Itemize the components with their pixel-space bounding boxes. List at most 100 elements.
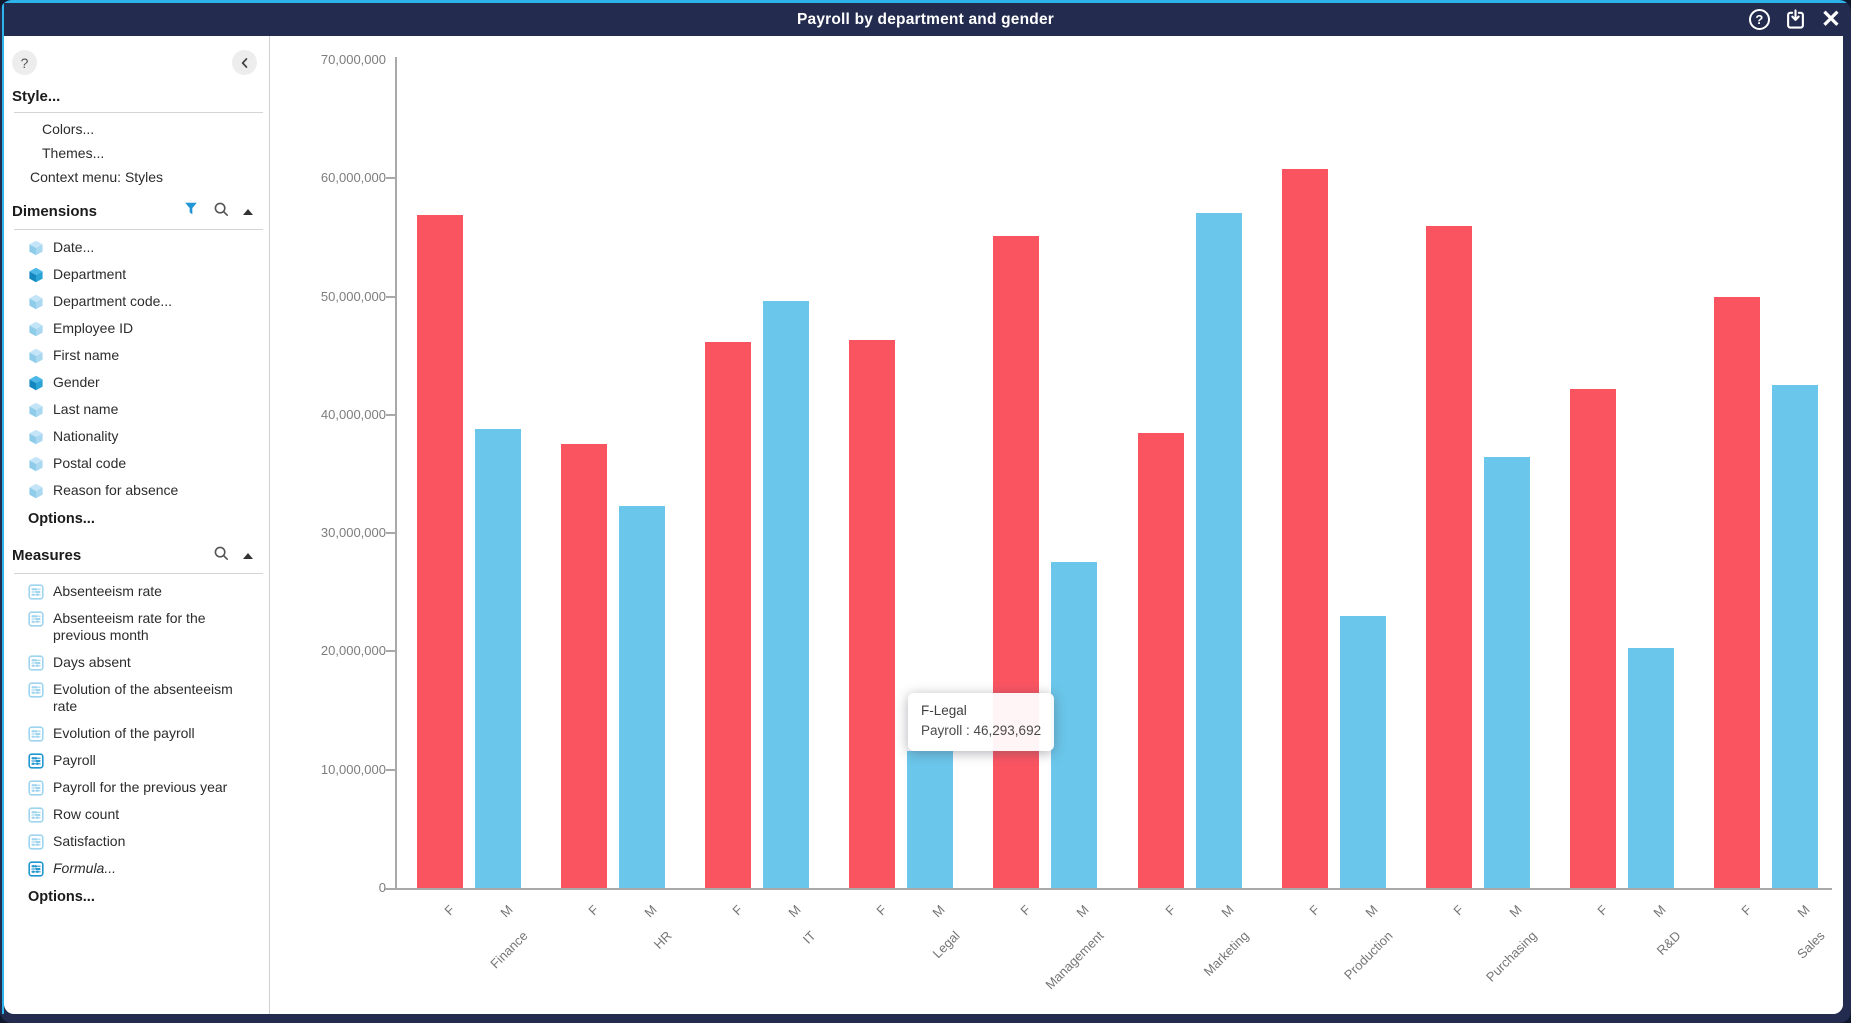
- window-accent-left: [2, 3, 4, 1014]
- search-icon[interactable]: [213, 545, 229, 566]
- x-group-label-management: Management: [1042, 928, 1107, 993]
- collapse-panel-icon[interactable]: [232, 50, 257, 75]
- close-icon[interactable]: ✕: [1820, 5, 1841, 33]
- x-label-f-r-d: F: [1594, 902, 1611, 919]
- cube-icon: [29, 267, 43, 283]
- cube-icon: [29, 429, 43, 445]
- dimension-item-nationality[interactable]: Nationality: [12, 423, 263, 450]
- bar-f-it[interactable]: [705, 341, 752, 888]
- cube-icon: [29, 456, 43, 472]
- dimension-item-gender[interactable]: Gender: [12, 369, 263, 396]
- item-label: Payroll for the previous year: [53, 779, 228, 795]
- x-label-f-hr: F: [585, 902, 602, 919]
- cube-icon: [29, 348, 43, 364]
- dimension-item-first-name[interactable]: First name: [12, 342, 263, 369]
- x-group-label-it: IT: [800, 928, 819, 947]
- bar-m-legal[interactable]: [907, 750, 954, 888]
- dimension-item-employee-id[interactable]: Employee ID: [12, 315, 263, 342]
- bar-f-legal[interactable]: [849, 340, 896, 888]
- dimension-item-postal-code[interactable]: Postal code: [12, 450, 263, 477]
- bar-f-production[interactable]: [1281, 168, 1328, 888]
- y-tick: [386, 177, 395, 180]
- bar-f-sales[interactable]: [1713, 296, 1760, 888]
- measures-header[interactable]: Measures: [12, 547, 82, 564]
- save-icon[interactable]: [1784, 8, 1807, 31]
- measure-item-days-absent[interactable]: Days absent: [12, 649, 263, 676]
- measure-item-evolution-of-the-absenteeism-rate[interactable]: Evolution of the absenteeism rate: [12, 676, 263, 720]
- x-label-f-legal: F: [873, 902, 890, 919]
- measure-item-formula[interactable]: Formula...: [12, 855, 263, 882]
- dimensions-options-link[interactable]: Options...: [28, 511, 95, 527]
- bar-m-finance[interactable]: [475, 429, 521, 888]
- measure-item-row-count[interactable]: Row count: [12, 801, 263, 828]
- abacus-icon: [28, 753, 44, 769]
- dimension-item-reason-for-absence[interactable]: Reason for absence: [12, 477, 263, 504]
- x-group-label-marketing: Marketing: [1200, 928, 1252, 979]
- x-label-f-finance: F: [441, 902, 458, 919]
- bar-f-management[interactable]: [993, 236, 1040, 888]
- x-label-f-sales: F: [1738, 902, 1755, 919]
- window-title: Payroll by department and gender: [796, 10, 1055, 28]
- bar-m-purchasing[interactable]: [1483, 457, 1530, 888]
- x-axis: [385, 888, 1832, 890]
- help-icon[interactable]: ?: [12, 50, 37, 75]
- measure-item-payroll-for-the-previous-year[interactable]: Payroll for the previous year: [12, 774, 263, 801]
- collapse-section-icon[interactable]: [243, 552, 253, 559]
- item-label: Gender: [53, 374, 100, 390]
- cube-icon: [29, 483, 43, 499]
- cube-icon: [29, 294, 43, 310]
- style-link-context-menu-styles[interactable]: Context menu: Styles: [30, 169, 164, 185]
- bar-f-purchasing[interactable]: [1425, 225, 1472, 888]
- measure-item-absenteeism-rate[interactable]: Absenteeism rate: [12, 578, 263, 605]
- item-label: Department code...: [53, 293, 173, 309]
- abacus-icon: [28, 655, 44, 671]
- bar-m-r-d[interactable]: [1627, 647, 1674, 888]
- dimension-item-date[interactable]: Date...: [12, 234, 263, 261]
- measure-item-absenteeism-rate-for-the-previous-month[interactable]: Absenteeism rate for the previous month: [12, 605, 263, 649]
- bar-m-production[interactable]: [1339, 615, 1386, 888]
- item-label: Date...: [53, 239, 95, 255]
- x-group-label-r-d: R&D: [1653, 928, 1684, 959]
- window-content: ? Style... Colors... Themes... Context men…: [4, 36, 1843, 1014]
- dimension-item-last-name[interactable]: Last name: [12, 396, 263, 423]
- item-label: Employee ID: [53, 320, 134, 336]
- measure-item-payroll[interactable]: Payroll: [12, 747, 263, 774]
- bar-m-sales[interactable]: [1771, 385, 1818, 888]
- bar-m-marketing[interactable]: [1195, 212, 1242, 888]
- item-label: Payroll: [53, 752, 96, 768]
- dimensions-header[interactable]: Dimensions: [12, 203, 98, 220]
- bar-f-marketing[interactable]: [1137, 432, 1184, 888]
- item-label: Absenteeism rate for the previous month: [53, 610, 206, 643]
- x-label-f-production: F: [1305, 902, 1323, 919]
- abacus-icon: [28, 584, 44, 600]
- y-tick: [386, 295, 395, 298]
- bar-f-finance[interactable]: [417, 214, 463, 888]
- measures-options-link[interactable]: Options...: [28, 889, 95, 905]
- search-icon[interactable]: [213, 201, 229, 222]
- y-tick-label: 60,000,000: [320, 170, 386, 186]
- dimension-item-department[interactable]: Department: [12, 261, 263, 288]
- item-label: Department: [53, 266, 127, 282]
- bar-f-r-d[interactable]: [1569, 388, 1616, 888]
- style-header[interactable]: Style...: [12, 88, 61, 105]
- collapse-section-icon[interactable]: [243, 208, 253, 215]
- x-group-label-purchasing: Purchasing: [1482, 928, 1540, 985]
- bar-m-it[interactable]: [763, 301, 810, 888]
- filter-icon[interactable]: [183, 201, 199, 222]
- bar-m-hr[interactable]: [619, 505, 666, 888]
- x-group-label-production: Production: [1340, 928, 1396, 983]
- dimension-list: Date... Department Department code... Em…: [12, 234, 263, 504]
- x-label-m-finance: M: [497, 902, 516, 921]
- window-accent-top: [0, 0, 1851, 3]
- y-tick: [386, 413, 395, 416]
- measure-item-satisfaction[interactable]: Satisfaction: [12, 828, 263, 855]
- bar-f-hr[interactable]: [561, 444, 608, 888]
- measure-item-evolution-of-the-payroll[interactable]: Evolution of the payroll: [12, 720, 263, 747]
- style-link-colors[interactable]: Colors...: [42, 121, 95, 137]
- measures-header-row: Measures: [12, 545, 263, 566]
- help-icon[interactable]: ?: [1748, 9, 1770, 30]
- dimensions-header-row: Dimensions: [12, 201, 263, 222]
- dimension-item-department-code[interactable]: Department code...: [12, 288, 263, 315]
- bar-m-management[interactable]: [1051, 561, 1098, 888]
- style-link-themes[interactable]: Themes...: [42, 145, 105, 161]
